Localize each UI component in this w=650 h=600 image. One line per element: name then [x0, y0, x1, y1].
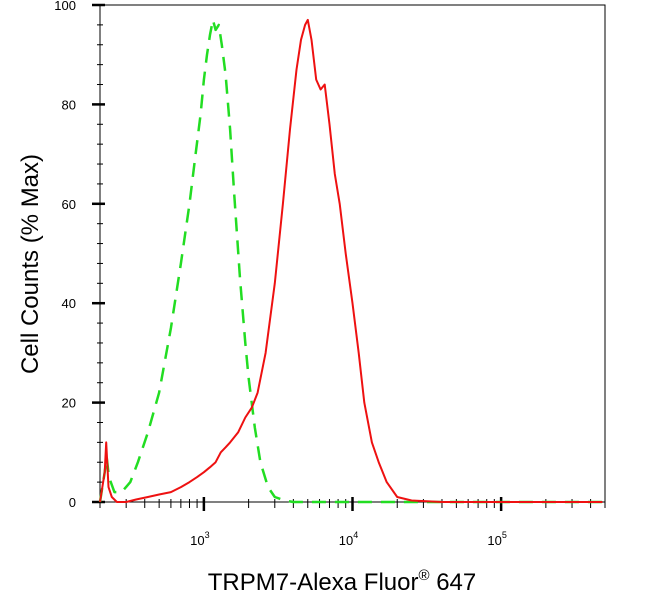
x-axis-title-main: TRPM7-Alexa Fluor	[208, 569, 419, 596]
y-axis-title: Cell Counts (% Max)	[17, 154, 44, 374]
x-tick-exponent: 3	[205, 530, 210, 540]
y-axis: 0 20 40 60 80 100	[54, 0, 105, 510]
x-tick-label: 103	[190, 530, 209, 548]
x-axis-title-registered-mark: ®	[418, 567, 429, 584]
x-tick-label: 105	[487, 530, 506, 548]
x-axis: 103 104 105	[99, 497, 606, 548]
series-line-dashed	[98, 18, 603, 504]
y-tick-label: 60	[62, 197, 76, 212]
series-line-solid	[99, 18, 603, 503]
x-tick-label: 104	[339, 530, 358, 548]
x-axis-title-tail: 647	[430, 569, 477, 596]
x-tick-exponent: 4	[353, 530, 358, 540]
x-axis-title: TRPM7-Alexa Fluor® 647	[208, 567, 477, 596]
y-tick-label: 100	[54, 0, 76, 13]
y-tick-label: 20	[62, 396, 76, 411]
y-tick-label: 80	[62, 97, 76, 112]
y-tick-label: 0	[69, 495, 76, 510]
x-tick-base: 10	[190, 533, 204, 548]
x-tick-exponent: 5	[502, 530, 507, 540]
series-layer	[98, 18, 603, 504]
x-tick-base: 10	[339, 533, 353, 548]
y-tick-label: 40	[62, 296, 76, 311]
plot-frame	[99, 4, 606, 503]
x-tick-base: 10	[487, 533, 501, 548]
